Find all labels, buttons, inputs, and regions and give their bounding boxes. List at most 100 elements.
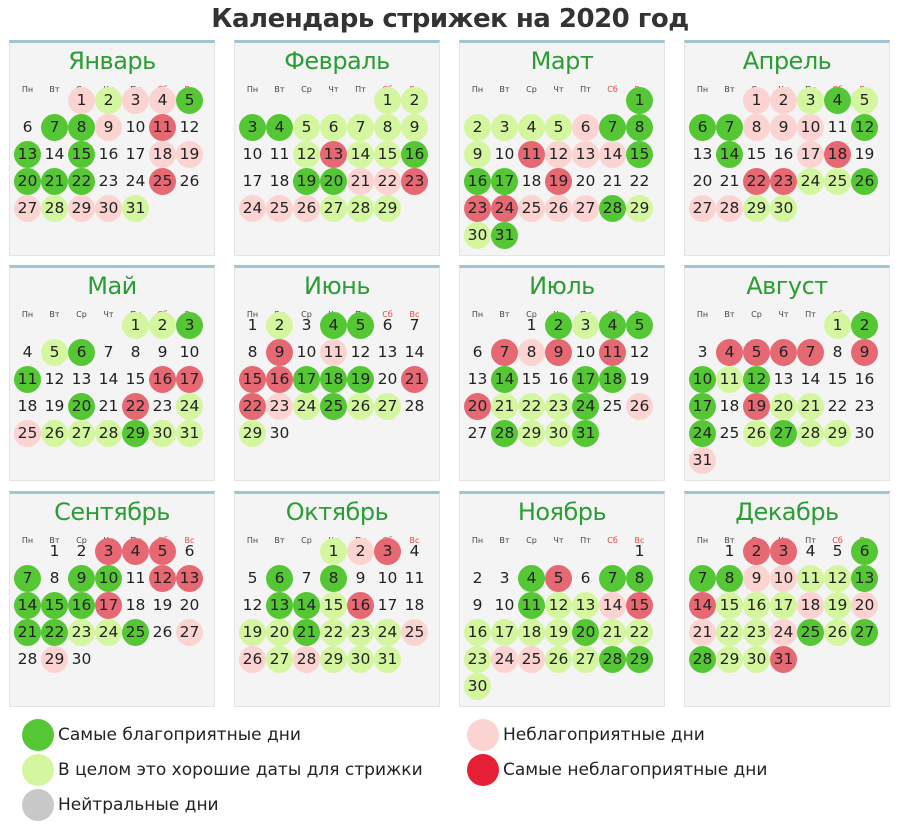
day-cell: 9: [95, 114, 122, 141]
month-name: Сентябрь: [54, 498, 170, 526]
day-cell: 28: [293, 646, 320, 673]
day-cell: 25: [518, 646, 545, 673]
day-cell: 24: [491, 646, 518, 673]
day-cell: 30: [464, 222, 491, 249]
day-cell: 22: [626, 619, 653, 646]
day-cell: 4: [266, 114, 293, 141]
day-cell: 10: [494, 145, 515, 163]
day-cell: 29: [626, 195, 653, 222]
day-cell: 5: [545, 114, 572, 141]
day-cell: 24: [125, 172, 146, 190]
day-cell: 10: [95, 565, 122, 592]
day-cell: 24: [797, 168, 824, 195]
day-cell: 20: [464, 393, 491, 420]
day-cell: 9: [472, 596, 483, 614]
day-cell: 15: [374, 141, 401, 168]
day-cell: 17: [491, 619, 518, 646]
day-cell: 4: [716, 339, 743, 366]
day-cell: 19: [239, 619, 266, 646]
month-block: АпрельПнВтСрЧтПтСбВс12345678910111213141…: [684, 40, 890, 256]
day-cell: 9: [545, 339, 572, 366]
day-cell: 18: [404, 596, 425, 614]
day-cell: 19: [854, 145, 875, 163]
day-cell: 26: [239, 646, 266, 673]
day-cell: 28: [404, 397, 425, 415]
weekday-label: Пт: [805, 536, 816, 545]
day-cell: 17: [797, 141, 824, 168]
day-cell: 6: [382, 316, 393, 334]
day-cell: 30: [95, 195, 122, 222]
weekday-label: Вт: [49, 536, 60, 545]
day-cell: 19: [824, 592, 851, 619]
weekday-label: Вт: [499, 536, 510, 545]
day-cell: 16: [401, 141, 428, 168]
day-cell: 2: [770, 87, 797, 114]
day-cell: 18: [719, 397, 740, 415]
day-cell: 19: [545, 168, 572, 195]
legend-bad-swatch: [467, 719, 499, 751]
legend-worst-label: Самые неблагоприятные дни: [503, 760, 768, 780]
day-cell: 23: [98, 172, 119, 190]
day-cell: 4: [805, 542, 816, 560]
day-cell: 15: [320, 592, 347, 619]
month-name: Июль: [529, 272, 595, 300]
day-cell: 20: [572, 619, 599, 646]
day-cell: 31: [374, 646, 401, 673]
day-cell: 27: [374, 393, 401, 420]
day-cell: 29: [239, 420, 266, 447]
day-cell: 7: [491, 339, 518, 366]
day-cell: 13: [467, 370, 488, 388]
day-cell: 30: [854, 424, 875, 442]
month-block: ДекабрьПнВтСрЧтПтСбВс1234567891011121314…: [684, 491, 890, 707]
month-block: ИюньПнВтСрЧтПтСбВс1234567891011121314151…: [234, 265, 440, 481]
day-cell: 29: [716, 646, 743, 673]
day-cell: 3: [374, 538, 401, 565]
day-cell: 29: [824, 420, 851, 447]
day-cell: 15: [746, 145, 767, 163]
day-cell: 16: [464, 619, 491, 646]
month-name: Май: [87, 272, 137, 300]
day-cell: 10: [797, 114, 824, 141]
month-name: Июнь: [304, 272, 371, 300]
day-cell: 14: [293, 592, 320, 619]
day-cell: 20: [266, 619, 293, 646]
day-cell: 24: [293, 393, 320, 420]
day-cell: 22: [827, 397, 848, 415]
day-cell: 10: [770, 565, 797, 592]
day-cell: 26: [824, 619, 851, 646]
day-cell: 12: [545, 141, 572, 168]
day-cell: 7: [14, 565, 41, 592]
day-cell: 18: [125, 596, 146, 614]
day-cell: 1: [724, 542, 735, 560]
day-cell: 14: [689, 592, 716, 619]
day-cell: 30: [269, 424, 290, 442]
day-cell: 22: [68, 168, 95, 195]
day-cell: 24: [239, 195, 266, 222]
day-cell: 17: [491, 168, 518, 195]
weekday-label: Ср: [76, 310, 87, 319]
day-cell: 22: [518, 393, 545, 420]
day-cell: 27: [176, 619, 203, 646]
day-cell: 25: [401, 619, 428, 646]
legend-good-swatch: [22, 754, 54, 786]
day-cell: 22: [41, 619, 68, 646]
day-cell: 6: [320, 114, 347, 141]
day-cell: 26: [743, 420, 770, 447]
weekday-label: Вт: [724, 536, 735, 545]
day-cell: 6: [689, 114, 716, 141]
day-cell: 26: [347, 393, 374, 420]
day-cell: 13: [266, 592, 293, 619]
month-block: АвгустПнВтСрЧтПтСбВс12345678910111213141…: [684, 265, 890, 481]
weekday-label: Ср: [76, 536, 87, 545]
day-cell: 13: [851, 565, 878, 592]
day-cell: 12: [44, 370, 65, 388]
day-cell: 3: [770, 538, 797, 565]
day-cell: 19: [347, 366, 374, 393]
day-cell: 9: [68, 565, 95, 592]
day-cell: 3: [95, 538, 122, 565]
weekday-label: Сб: [382, 310, 393, 319]
day-cell: 13: [692, 145, 713, 163]
day-cell: 17: [95, 592, 122, 619]
day-cell: 29: [626, 646, 653, 673]
day-cell: 27: [68, 420, 95, 447]
